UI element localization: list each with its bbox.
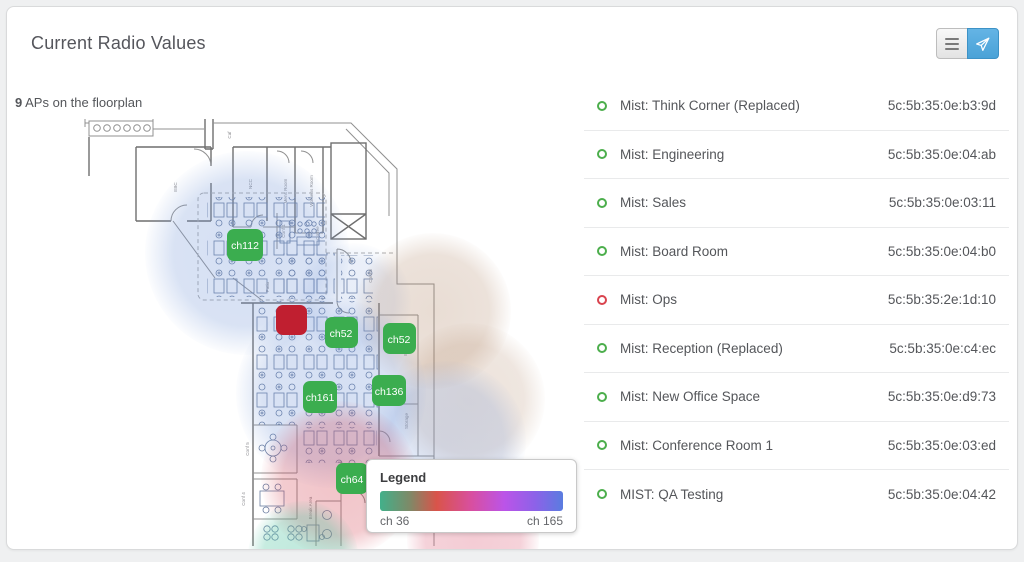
status-error-icon xyxy=(597,294,607,305)
page-title: Current Radio Values xyxy=(31,33,206,53)
ap-marker-ch52-b[interactable]: ch52 xyxy=(383,323,416,354)
status-ok-icon xyxy=(597,391,607,402)
status-ok-icon xyxy=(597,246,607,257)
current-radio-values-card: Current Radio Values 9 APs on the floorp… xyxy=(6,6,1018,550)
ap-count-number: 9 xyxy=(15,95,23,110)
ap-mac: 5c:5b:35:0e:03:ed xyxy=(887,437,996,453)
status-ok-icon xyxy=(597,440,607,451)
status-ok-icon xyxy=(597,149,607,160)
status-ok-icon xyxy=(597,489,607,500)
channel-gradient-bar xyxy=(380,491,563,511)
ap-marker-ch136[interactable]: ch136 xyxy=(372,375,406,406)
legend-min-label: ch 36 xyxy=(380,514,410,528)
radio-view-button[interactable] xyxy=(967,28,999,59)
ap-mac: 5c:5b:35:0e:04:42 xyxy=(887,486,996,502)
ap-mac: 5c:5b:35:0e:c4:ec xyxy=(889,340,996,356)
ap-mac: 5c:5b:35:0e:b3:9d xyxy=(887,98,996,114)
ap-marker-ch161[interactable]: ch161 xyxy=(303,381,337,413)
ap-name: Mist: Engineering xyxy=(620,146,725,162)
ap-marker-ch112[interactable]: ch112 xyxy=(227,229,263,261)
svg-text:Conf 4: Conf 4 xyxy=(241,492,246,506)
ap-row[interactable]: Mist: Reception (Replaced) 5c:5b:35:0e:c… xyxy=(584,325,1009,373)
ap-name: Mist: New Office Space xyxy=(620,389,761,405)
ap-mac: 5c:5b:35:0e:04:ab xyxy=(887,146,996,162)
svg-text:ch52: ch52 xyxy=(388,334,411,346)
ap-row[interactable]: Mist: Board Room 5c:5b:35:0e:04:b0 xyxy=(584,228,1009,276)
ap-name: Mist: Board Room xyxy=(620,243,729,259)
svg-text:Caf: Caf xyxy=(227,131,232,139)
svg-text:ch161: ch161 xyxy=(306,392,335,404)
ap-name: MIST: QA Testing xyxy=(620,486,724,502)
ap-row[interactable]: MIST: QA Testing 5c:5b:35:0e:04:42 xyxy=(584,470,1009,519)
ap-row[interactable]: Mist: Sales 5c:5b:35:0e:03:11 xyxy=(584,179,1009,228)
ap-row[interactable]: Mist: New Office Space 5c:5b:35:0e:d9:73 xyxy=(584,373,1009,422)
ap-row[interactable]: Mist: Ops 5c:5b:35:2e:1d:10 xyxy=(584,276,1009,325)
status-ok-icon xyxy=(597,343,607,354)
legend-panel: Legend ch 36 ch 165 xyxy=(366,459,577,533)
ap-mac: 5c:5b:35:0e:d9:73 xyxy=(887,389,996,405)
legend-max-label: ch 165 xyxy=(526,514,563,528)
ap-name: Mist: Conference Room 1 xyxy=(620,437,774,453)
hamburger-icon xyxy=(945,37,959,50)
svg-text:Conf 5: Conf 5 xyxy=(245,442,250,456)
ap-markers: ch112 ch52 ch52 ch136 ch161 xyxy=(227,229,416,494)
send-icon xyxy=(976,37,990,51)
view-toggle-group xyxy=(936,28,999,59)
ap-mac: 5c:5b:35:0e:04:b0 xyxy=(887,243,996,259)
status-ok-icon xyxy=(597,100,607,111)
list-view-button[interactable] xyxy=(936,28,968,59)
ap-mac: 5c:5b:35:0e:03:11 xyxy=(888,195,996,211)
ap-row[interactable]: Mist: Think Corner (Replaced) 5c:5b:35:0… xyxy=(584,82,1009,131)
ap-name: Mist: Sales xyxy=(620,195,687,211)
ap-mac: 5c:5b:35:2e:1d:10 xyxy=(887,292,996,308)
status-ok-icon xyxy=(597,197,607,208)
ap-name: Mist: Think Corner (Replaced) xyxy=(620,98,800,114)
svg-text:ch112: ch112 xyxy=(231,240,259,252)
ap-name: Mist: Ops xyxy=(620,292,678,308)
ap-count-label: 9 APs on the floorplan xyxy=(15,95,142,110)
ap-list: Mist: Think Corner (Replaced) 5c:5b:35:0… xyxy=(584,82,1009,519)
ap-row[interactable]: Mist: Conference Room 1 5c:5b:35:0e:03:e… xyxy=(584,422,1009,470)
legend-title: Legend xyxy=(380,470,427,485)
ap-marker-offline[interactable] xyxy=(276,305,307,335)
ap-count-suffix: APs on the floorplan xyxy=(22,95,143,110)
svg-text:ch52: ch52 xyxy=(330,328,353,340)
ap-marker-ch64[interactable]: ch64 xyxy=(336,463,368,494)
ap-name: Mist: Reception (Replaced) xyxy=(620,340,783,356)
svg-text:ch64: ch64 xyxy=(341,474,364,486)
ap-row[interactable]: Mist: Engineering 5c:5b:35:0e:04:ab xyxy=(584,131,1009,179)
ap-marker-ch52-a[interactable]: ch52 xyxy=(325,317,358,348)
svg-text:ch136: ch136 xyxy=(375,386,404,398)
